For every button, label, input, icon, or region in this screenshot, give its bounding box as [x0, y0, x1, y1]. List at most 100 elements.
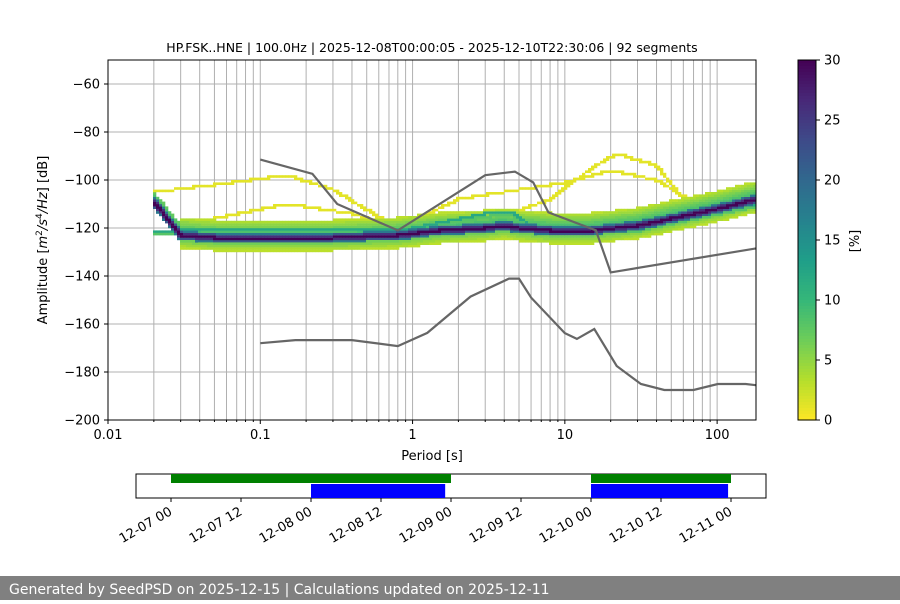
heatmap-cell: [312, 232, 316, 236]
heatmap-cell: [189, 232, 193, 236]
heatmap-cell: [645, 216, 649, 219]
heatmap-cell: [708, 208, 712, 212]
heatmap-cell: [639, 218, 643, 221]
heatmap-cell: [360, 218, 364, 221]
heatmap-cell: [633, 172, 637, 176]
heatmap-cell: [348, 223, 352, 226]
heatmap-cell: [537, 211, 541, 214]
heatmap-cell: [276, 242, 280, 245]
heatmap-cell: [717, 206, 721, 209]
heatmap-cell: [276, 230, 280, 233]
heatmap-cell: [720, 194, 724, 197]
heatmap-cell: [534, 237, 538, 241]
heatmap-cell: [294, 225, 298, 229]
heatmap-cell: [696, 206, 700, 209]
heatmap-cell: [312, 249, 316, 253]
heatmap-cell: [753, 184, 756, 188]
heatmap-cell: [396, 235, 400, 238]
heatmap-cell: [519, 208, 523, 212]
colorbar-tick-label: 15: [824, 234, 841, 249]
heatmap-cell: [228, 242, 232, 245]
heatmap-cell: [303, 235, 307, 238]
heatmap-cell: [732, 201, 736, 205]
heatmap-cell: [489, 228, 493, 231]
heatmap-cell: [537, 184, 541, 188]
heatmap-cell: [579, 213, 583, 217]
heatmap-cell: [573, 237, 577, 241]
heatmap-cell: [198, 230, 202, 233]
heatmap-cell: [222, 216, 226, 219]
heatmap-cell: [717, 216, 721, 219]
heatmap-cell: [609, 237, 613, 241]
heatmap-cell: [726, 196, 730, 200]
heatmap-cell: [468, 235, 472, 238]
heatmap-cell: [588, 235, 592, 238]
heatmap-cell: [450, 228, 454, 231]
heatmap-cell: [546, 199, 550, 202]
heatmap-cell: [561, 189, 565, 193]
heatmap-cell: [453, 235, 457, 238]
heatmap-cell: [252, 242, 256, 245]
heatmap-cell: [201, 244, 205, 248]
heatmap-cell: [648, 218, 652, 221]
heatmap-cell: [540, 225, 544, 229]
heatmap-cell: [516, 230, 520, 233]
colorbar-segment: [798, 195, 816, 199]
heatmap-cell: [489, 223, 493, 226]
heatmap-cell: [468, 213, 472, 217]
heatmap-cell: [525, 230, 529, 233]
heatmap-cell: [708, 213, 712, 217]
heatmap-cell: [279, 204, 283, 207]
heatmap-cell: [480, 237, 484, 241]
heatmap-cell: [483, 208, 487, 212]
heatmap-cell: [240, 240, 244, 243]
heatmap-cell: [537, 201, 541, 205]
heatmap-cell: [507, 220, 511, 224]
heatmap-cell: [321, 235, 325, 238]
heatmap-cell: [738, 211, 742, 214]
heatmap-cell: [177, 230, 181, 233]
heatmap-cell: [702, 213, 706, 217]
heatmap-cell: [339, 228, 343, 231]
heatmap-cell: [525, 232, 529, 236]
heatmap-cell: [207, 232, 211, 236]
heatmap-cell: [324, 184, 328, 188]
heatmap-cell: [405, 235, 409, 238]
heatmap-cell: [249, 211, 253, 214]
heatmap-cell: [264, 223, 268, 226]
heatmap-cell: [705, 199, 709, 202]
heatmap-cell: [630, 218, 634, 221]
heatmap-cell: [627, 218, 631, 221]
heatmap-cell: [504, 218, 508, 221]
heatmap-cell: [483, 223, 487, 226]
heatmap-cell: [267, 237, 271, 241]
heatmap-cell: [561, 218, 565, 221]
heatmap-cell: [198, 220, 202, 224]
heatmap-cell: [363, 216, 367, 219]
heatmap-cell: [285, 235, 289, 238]
heatmap-cell: [360, 237, 364, 241]
heatmap-cell: [705, 220, 709, 224]
heatmap-cell: [651, 230, 655, 233]
heatmap-cell: [375, 237, 379, 241]
heatmap-cell: [435, 218, 439, 221]
heatmap-cell: [465, 220, 469, 224]
psd-segment-bar: [311, 484, 446, 498]
heatmap-cell: [417, 235, 421, 238]
heatmap-cell: [663, 220, 667, 224]
heatmap-cell: [498, 235, 502, 238]
heatmap-cell: [342, 235, 346, 238]
heatmap-cell: [687, 204, 691, 207]
heatmap-cell: [297, 220, 301, 224]
heatmap-cell: [216, 237, 220, 241]
heatmap-cell: [522, 216, 526, 219]
heatmap-cell: [630, 216, 634, 219]
heatmap-cell: [453, 216, 457, 219]
colorbar-segment: [798, 348, 816, 352]
heatmap-cell: [234, 223, 238, 226]
heatmap-cell: [324, 242, 328, 245]
heatmap-cell: [501, 211, 505, 214]
heatmap-cell: [615, 235, 619, 238]
heatmap-cell: [741, 201, 745, 205]
heatmap-cell: [750, 199, 754, 202]
